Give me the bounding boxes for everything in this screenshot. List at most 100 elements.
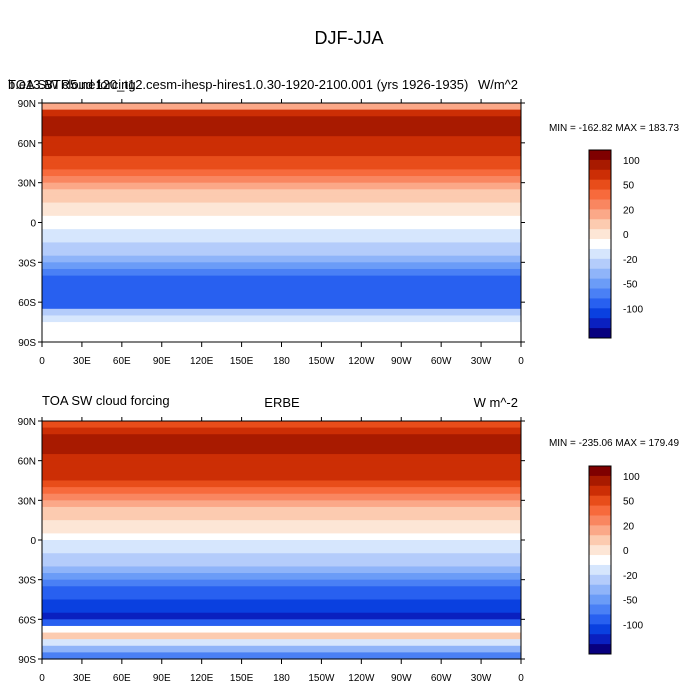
lat-band-cell bbox=[42, 573, 521, 581]
colorbar-swatch bbox=[589, 278, 611, 290]
x-tick-label: 60E bbox=[113, 356, 131, 367]
lat-band-cell bbox=[42, 315, 521, 323]
lat-band-cell bbox=[42, 322, 521, 330]
lat-band-cell bbox=[42, 533, 521, 541]
x-tick-label: 120W bbox=[348, 673, 375, 684]
panel-2-stats: MIN = -235.06 MAX = 179.49 bbox=[549, 438, 680, 449]
x-tick-label: 30W bbox=[471, 673, 492, 684]
y-tick-label: 0 bbox=[30, 219, 36, 230]
lat-band-cell bbox=[42, 579, 521, 587]
lat-band-cell bbox=[42, 149, 521, 157]
y-tick-label: 60N bbox=[18, 139, 36, 150]
lat-band-cell bbox=[42, 249, 521, 257]
colorbar-swatch bbox=[589, 199, 611, 210]
lat-band-cell bbox=[42, 440, 521, 449]
colorbar-swatch bbox=[589, 564, 611, 576]
lat-band-cell bbox=[42, 189, 521, 197]
colorbar-swatch bbox=[589, 634, 611, 645]
x-tick-label: 0 bbox=[39, 356, 45, 367]
figure-title: DJF-JJA bbox=[315, 28, 384, 48]
y-tick-label: 90S bbox=[18, 655, 36, 666]
lat-band-cell bbox=[42, 103, 521, 111]
lat-band-cell bbox=[42, 546, 521, 554]
lat-band-cell bbox=[42, 553, 521, 561]
lat-band-cell bbox=[42, 606, 521, 614]
colorbar-swatch bbox=[589, 328, 611, 339]
lat-band-cell bbox=[42, 182, 521, 190]
lat-band-cell bbox=[42, 136, 521, 144]
colorbar-swatch bbox=[589, 229, 611, 240]
colorbar-swatch bbox=[589, 258, 611, 270]
colorbar-swatch bbox=[589, 248, 611, 260]
lat-band-cell bbox=[42, 559, 521, 568]
colorbar-swatch bbox=[589, 495, 611, 507]
lat-band-cell bbox=[42, 308, 521, 317]
lat-band-cell bbox=[42, 500, 521, 508]
lat-band-cell bbox=[42, 460, 521, 468]
x-tick-label: 30E bbox=[73, 673, 91, 684]
lat-band-cell bbox=[42, 480, 521, 488]
lat-band-cell bbox=[42, 122, 521, 131]
lat-band-cell bbox=[42, 235, 521, 244]
colorbar-swatch bbox=[589, 318, 611, 329]
lat-band-cell bbox=[42, 467, 521, 475]
colorbar-label: -100 bbox=[623, 304, 643, 315]
lat-band-cell bbox=[42, 639, 521, 647]
y-tick-label: 30N bbox=[18, 179, 36, 190]
lat-band-cell bbox=[42, 262, 521, 270]
panel-1-units: W/m^2 bbox=[478, 77, 518, 92]
panel-2-title-center: ERBE bbox=[264, 395, 300, 410]
colorbar-swatch bbox=[589, 189, 611, 200]
lat-band-cell bbox=[42, 222, 521, 230]
lat-band-cell bbox=[42, 513, 521, 521]
lat-band-cell bbox=[42, 599, 521, 607]
colorbar-label: 50 bbox=[623, 181, 635, 192]
lat-band-cell bbox=[42, 129, 521, 137]
colorbar-label: -50 bbox=[623, 596, 638, 607]
x-tick-label: 30W bbox=[471, 356, 492, 367]
colorbar-swatch bbox=[589, 219, 611, 230]
lat-band-cell bbox=[42, 506, 521, 515]
colorbar-label: 100 bbox=[623, 156, 640, 167]
x-tick-label: 30E bbox=[73, 356, 91, 367]
colorbar-swatch bbox=[589, 515, 611, 526]
colorbar-swatch bbox=[589, 466, 611, 477]
lat-band-cell bbox=[42, 162, 521, 170]
colorbar-label: 0 bbox=[623, 230, 629, 241]
lat-band-cell bbox=[42, 335, 521, 343]
panel-2-units: W m^-2 bbox=[474, 395, 518, 410]
lat-band-cell bbox=[42, 612, 521, 620]
y-tick-label: 90N bbox=[18, 99, 36, 110]
colorbar-swatch bbox=[589, 159, 611, 171]
colorbar-label: -20 bbox=[623, 255, 638, 266]
colorbar-swatch bbox=[589, 308, 611, 319]
x-tick-label: 60E bbox=[113, 673, 131, 684]
panel-1-title-left: TOA SW cloud forcing bbox=[8, 77, 136, 92]
lat-band-cell bbox=[42, 566, 521, 574]
colorbar-label: 50 bbox=[623, 497, 635, 508]
colorbar-swatch bbox=[589, 584, 611, 596]
lat-band-cell bbox=[42, 427, 521, 435]
colorbar-swatch bbox=[589, 150, 611, 161]
colorbar-label: 20 bbox=[623, 205, 635, 216]
x-tick-label: 90E bbox=[153, 673, 171, 684]
colorbar-swatch bbox=[589, 475, 611, 487]
colorbar-swatch bbox=[589, 505, 611, 516]
colorbar-label: 100 bbox=[623, 472, 640, 483]
x-tick-label: 150E bbox=[230, 673, 254, 684]
lat-band-cell bbox=[42, 632, 521, 640]
lat-band-cell bbox=[42, 487, 521, 495]
lat-band-cell bbox=[42, 586, 521, 594]
colorbar-label: 20 bbox=[623, 521, 635, 532]
lat-band-cell bbox=[42, 540, 521, 548]
y-tick-label: 60N bbox=[18, 457, 36, 468]
y-tick-label: 60S bbox=[18, 298, 36, 309]
lat-band-cell bbox=[42, 288, 521, 297]
y-tick-label: 60S bbox=[18, 615, 36, 626]
x-tick-label: 90W bbox=[391, 673, 412, 684]
colorbar-swatch bbox=[589, 624, 611, 635]
lat-band-cell bbox=[42, 142, 521, 151]
